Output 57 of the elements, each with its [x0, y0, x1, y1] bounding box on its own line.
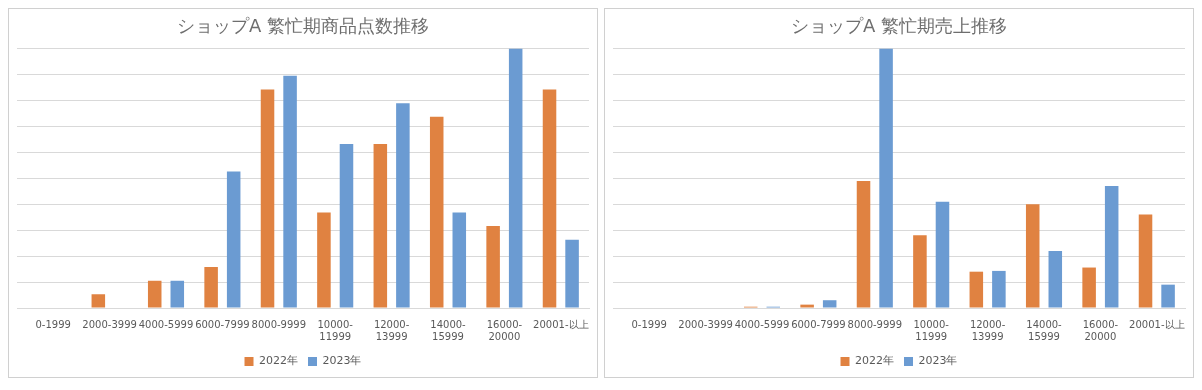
x-tick-label: 6000-7999: [791, 318, 846, 330]
bar: [396, 103, 410, 308]
bar: [1138, 214, 1153, 308]
bar: [204, 267, 218, 308]
x-tick-label: 6000-7999: [195, 318, 250, 330]
bar: [565, 239, 579, 308]
x-tick-label: 12000-13999: [373, 318, 410, 342]
bar: [170, 280, 185, 308]
bar: [508, 48, 523, 308]
bar: [260, 89, 275, 308]
bar: [800, 304, 814, 308]
x-tick-label: 10000-11999: [913, 318, 950, 342]
bar: [822, 300, 837, 308]
x-tick-label: 2000-3999: [678, 318, 733, 330]
x-tick-label: 16000-20000: [1082, 318, 1119, 342]
x-tick-label: 0-1999: [631, 318, 667, 330]
x-tick-label: 20001-以上: [533, 318, 589, 330]
bar: [542, 89, 557, 308]
bar: [992, 270, 1006, 308]
bar: [1104, 186, 1119, 308]
x-tick-label: 12000-13999: [969, 318, 1006, 342]
bar: [856, 180, 871, 308]
bar: [452, 212, 467, 308]
legend-label: 2023年: [322, 354, 362, 368]
bar: [429, 116, 444, 308]
legend-label: 2022年: [855, 354, 895, 368]
x-tick-label: 10000-11999: [317, 318, 354, 342]
x-tick-label: 4000-5999: [734, 318, 790, 330]
bar: [1161, 284, 1175, 308]
chart-title: ショップA 繁忙期売上推移: [790, 15, 1008, 37]
x-tick-label: 14000-15999: [1026, 318, 1063, 342]
bar: [913, 235, 927, 308]
bar: [935, 201, 950, 308]
bar: [879, 48, 893, 308]
legend-label: 2022年: [259, 354, 299, 368]
bar: [1048, 250, 1063, 308]
bar: [317, 212, 331, 308]
bar: [147, 280, 162, 308]
x-tick-label: 16000-20000: [486, 318, 523, 342]
x-tick-label: 8000-9999: [251, 318, 307, 330]
x-tick-label: 14000-15999: [430, 318, 467, 342]
bar: [373, 144, 388, 308]
bar: [283, 75, 297, 308]
x-tick-label: 20001-以上: [1129, 318, 1185, 330]
bar: [1025, 204, 1040, 308]
bar: [91, 294, 106, 308]
bar: [1082, 267, 1096, 308]
legend-label: 2023年: [918, 354, 958, 368]
bar: [226, 171, 241, 308]
x-tick-label: 2000-3999: [82, 318, 137, 330]
x-tick-label: 4000-5999: [138, 318, 194, 330]
bar: [339, 144, 354, 308]
x-tick-label: 8000-9999: [847, 318, 903, 330]
x-tick-label: 0-1999: [35, 318, 71, 330]
chart-title: ショップA 繁忙期商品点数推移: [176, 15, 430, 37]
bar: [969, 271, 984, 308]
bar: [486, 226, 500, 308]
